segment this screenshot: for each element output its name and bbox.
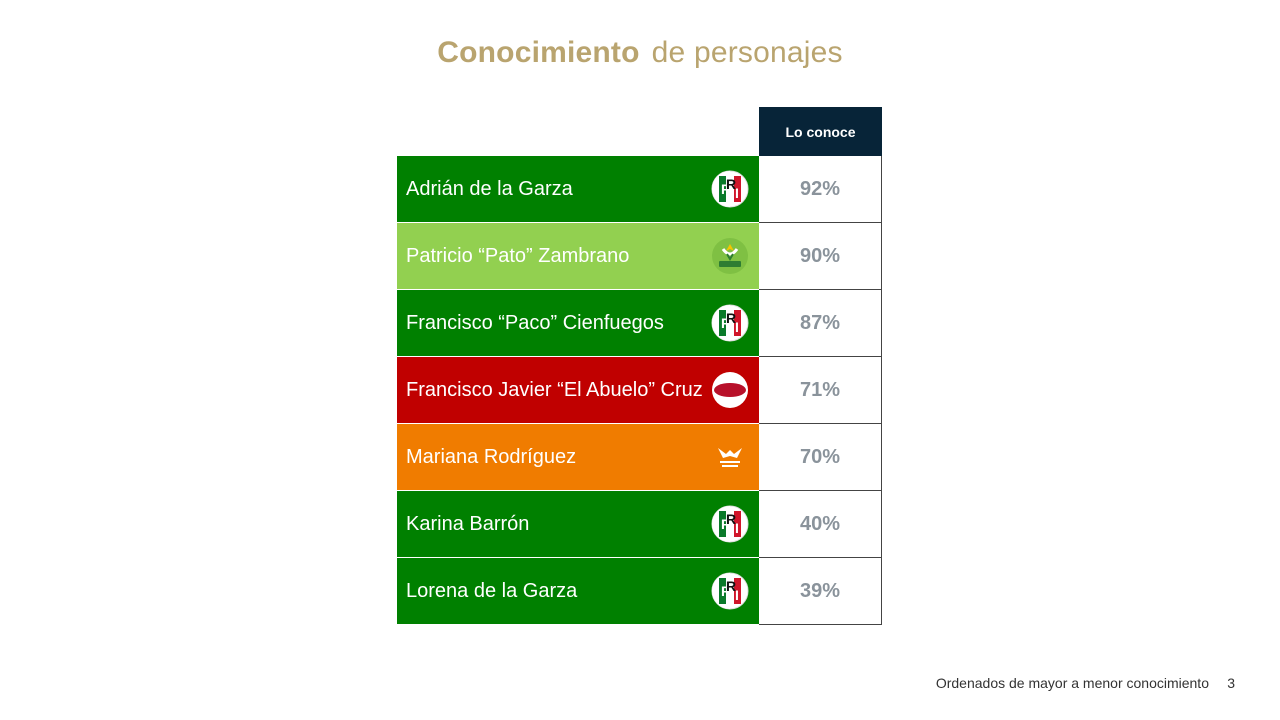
svg-text:I: I	[735, 587, 739, 603]
page-title: Conocimiento de personajes	[0, 36, 1280, 70]
column-header-lo-conoce: Lo conoce	[759, 107, 882, 156]
svg-text:P: P	[721, 181, 730, 197]
svg-text:R: R	[726, 176, 736, 192]
svg-text:I: I	[735, 185, 739, 201]
person-name-cell: Mariana Rodríguez	[397, 424, 759, 491]
svg-text:P: P	[721, 315, 730, 331]
table-header-spacer	[397, 107, 759, 156]
morena-logo-icon	[711, 371, 749, 409]
table-row: Patricio “Pato” Zambrano 90%	[397, 223, 882, 290]
table-row: Mariana Rodríguez 70%	[397, 424, 882, 491]
person-name: Francisco Javier “El Abuelo” Cruz	[406, 378, 703, 401]
svg-text:P: P	[721, 516, 730, 532]
awareness-value: 70%	[759, 424, 882, 491]
awareness-value: 92%	[759, 156, 882, 223]
awareness-value: 87%	[759, 290, 882, 357]
svg-text:R: R	[726, 310, 736, 326]
svg-text:P: P	[721, 583, 730, 599]
page-title-rest: de personajes	[651, 36, 843, 69]
svg-text:I: I	[735, 520, 739, 536]
awareness-value: 90%	[759, 223, 882, 290]
page-number: 3	[1227, 675, 1235, 691]
awareness-value: 40%	[759, 491, 882, 558]
person-name: Mariana Rodríguez	[406, 445, 577, 468]
svg-text:R: R	[726, 511, 736, 527]
page-title-bold: Conocimiento	[437, 36, 640, 69]
svg-text:I: I	[735, 319, 739, 335]
verde-logo-icon	[711, 237, 749, 275]
person-name-cell: Francisco Javier “El Abuelo” Cruz	[397, 357, 759, 424]
footer-note: Ordenados de mayor a menor conocimiento	[935, 675, 1209, 691]
person-name: Patricio “Pato” Zambrano	[406, 244, 630, 267]
person-name: Francisco “Paco” Cienfuegos	[406, 311, 664, 334]
person-name: Adrián de la Garza	[406, 177, 573, 200]
person-name: Lorena de la Garza	[406, 579, 578, 602]
table-row: Francisco Javier “El Abuelo” Cruz 71%	[397, 357, 882, 424]
movimiento-ciudadano-logo-icon	[711, 438, 749, 476]
person-name-cell: Patricio “Pato” Zambrano	[397, 223, 759, 290]
table-header-row: Lo conoce	[397, 107, 882, 156]
awareness-value: 39%	[759, 558, 882, 625]
svg-text:R: R	[726, 578, 736, 594]
person-name: Karina Barrón	[406, 512, 530, 535]
awareness-value: 71%	[759, 357, 882, 424]
